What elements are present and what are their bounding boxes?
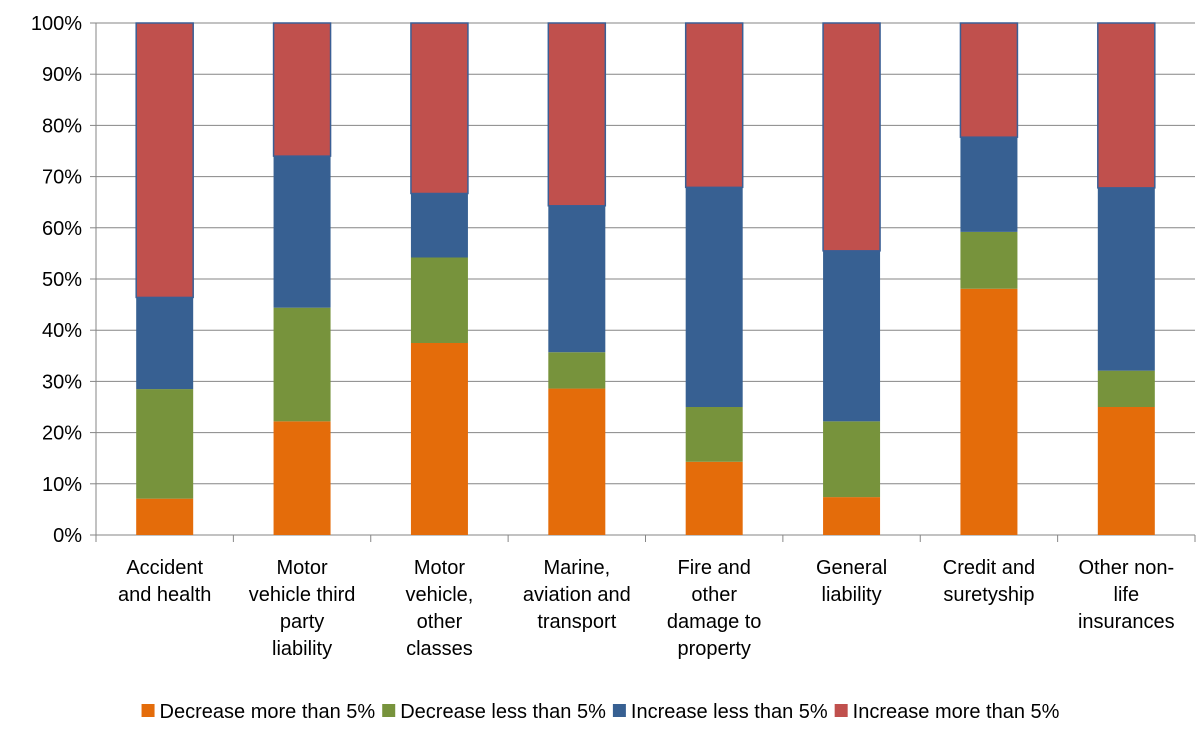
bar-segment	[136, 297, 194, 390]
bar-segment	[1097, 370, 1155, 407]
x-category-label: Motor vehicle, other classes	[406, 557, 474, 660]
x-category-label: Other non-life insurances	[1078, 557, 1175, 633]
bar-segment	[823, 421, 881, 498]
y-tick-label: 50%	[42, 269, 82, 291]
bar-segment	[823, 250, 881, 422]
y-tick-label: 90%	[42, 64, 82, 86]
bar-segment	[272, 22, 332, 157]
bar-segment	[685, 461, 743, 535]
legend-swatch	[834, 704, 848, 717]
bar-segment	[136, 389, 194, 499]
bar-segment	[410, 343, 468, 535]
bar-segment	[273, 307, 331, 422]
x-category-label: Accident and health	[118, 557, 211, 606]
bar-segment	[959, 22, 1019, 138]
y-tick-label: 20%	[42, 423, 82, 445]
bar-segment	[823, 497, 881, 535]
x-category-label: Motor vehicle third party liability	[249, 557, 356, 660]
bar-segment	[410, 22, 469, 195]
y-tick-label: 30%	[42, 371, 82, 393]
y-tick-label: 100%	[31, 13, 82, 35]
bar-segment	[960, 137, 1018, 232]
bar-segment	[1097, 407, 1155, 535]
bar-segment	[960, 231, 1018, 289]
bar-segment	[273, 421, 331, 535]
legend-label: Decrease less than 5%	[400, 701, 606, 723]
y-tick-label: 80%	[42, 115, 82, 137]
bar-segment	[685, 407, 743, 462]
bar-segment	[547, 22, 607, 207]
legend-label: Decrease more than 5%	[160, 701, 376, 723]
legend-label: Increase more than 5%	[853, 701, 1060, 723]
x-category-label: Marine, aviation and transport	[523, 557, 631, 633]
y-tick-label: 70%	[42, 167, 82, 189]
bar-segment	[685, 187, 743, 407]
x-category-label: Credit and suretyship	[943, 557, 1035, 606]
legend-label: Increase less than 5%	[631, 701, 828, 723]
legend-swatch	[382, 704, 396, 717]
bar-segment	[136, 498, 194, 535]
bar-segment	[1097, 22, 1156, 189]
x-category-label: General liability	[816, 557, 887, 606]
bar-segment	[548, 352, 606, 389]
bar-segment	[822, 22, 881, 252]
legend-swatch	[612, 704, 626, 717]
bar-segment	[410, 257, 468, 343]
y-tick-label: 60%	[42, 218, 82, 240]
bar-segment	[410, 193, 468, 258]
y-tick-label: 0%	[53, 525, 82, 547]
bar-segment	[135, 22, 194, 299]
bar-segment	[548, 388, 606, 535]
bar-segment	[273, 156, 331, 308]
bar-segment	[960, 288, 1018, 535]
y-tick-label: 40%	[42, 320, 82, 342]
y-tick-label: 10%	[42, 474, 82, 496]
x-category-label: Fire and other damage to property	[667, 557, 762, 660]
legend-swatch	[141, 704, 155, 717]
bar-segment	[684, 22, 744, 189]
bar-segment	[1097, 187, 1155, 371]
bar-segment	[548, 205, 606, 353]
